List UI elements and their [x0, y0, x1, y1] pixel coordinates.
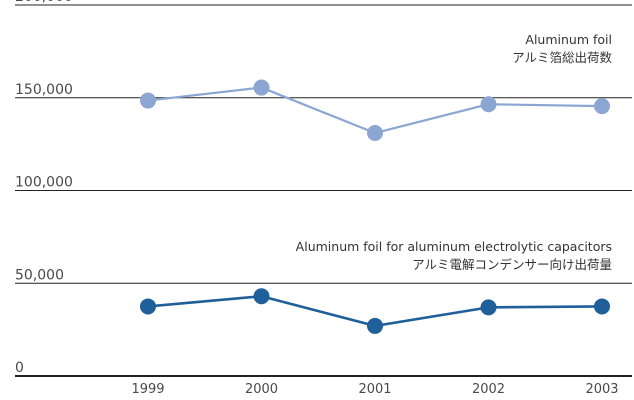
series-lines [147, 86, 603, 328]
x-axis-ticks: 1999 2000 2001 2002 2003 [131, 382, 618, 397]
y-tick-label: 200,000 [15, 0, 73, 5]
series-1-point [140, 92, 156, 109]
series-2-point [594, 298, 610, 315]
series-1-point [367, 124, 383, 141]
series-2-point [140, 298, 156, 315]
series-1-point [253, 79, 270, 96]
x-tick-label: 2003 [585, 382, 618, 397]
x-tick-label: 2002 [472, 382, 505, 397]
series-2-point [253, 288, 270, 305]
y-tick-label: 100,000 [15, 175, 73, 191]
series-1-label-ja: アルミ箔総出荷数 [512, 50, 612, 65]
y-axis-ticks: 0 50,000 100,000 150,000 200,000 [15, 0, 73, 376]
x-tick-label: 2000 [245, 382, 278, 397]
series-2-label: Aluminum foil for aluminum electrolytic … [296, 239, 612, 254]
series-1-point [594, 98, 610, 115]
x-tick-label: 1999 [131, 382, 164, 397]
series-2-label-ja: アルミ電解コンデンサー向け出荷量 [412, 257, 612, 272]
grid-lines [15, 4, 632, 377]
x-tick-label: 2001 [358, 382, 391, 397]
y-tick-label: 0 [15, 360, 24, 376]
series-1-label: Aluminum foil [525, 32, 612, 47]
series-2-point [480, 299, 497, 316]
series-1-point [480, 96, 497, 113]
series-2-point [367, 317, 383, 334]
y-tick-label: 150,000 [15, 82, 73, 98]
series-points [140, 79, 610, 334]
y-tick-label: 50,000 [15, 267, 64, 283]
